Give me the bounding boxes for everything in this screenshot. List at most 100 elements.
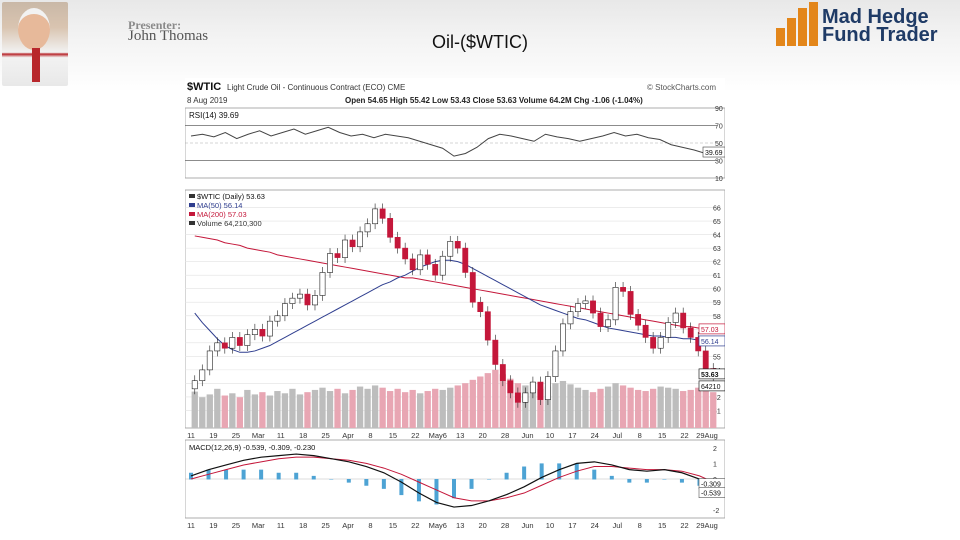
x-tick-label: 10 <box>546 521 554 530</box>
macd-histogram-bar <box>224 469 229 480</box>
volume-bar <box>281 393 289 428</box>
macd-line <box>190 453 718 508</box>
candle-body <box>537 381 544 400</box>
candle-body <box>334 253 341 258</box>
macd-histogram-bar <box>189 472 193 480</box>
presenter-head <box>18 8 50 50</box>
candle-body <box>560 323 566 352</box>
x-tick-label: 28 <box>501 521 509 530</box>
candle-body <box>402 247 409 260</box>
volume-bar <box>266 395 274 428</box>
x-tick-label: 18 <box>299 431 307 440</box>
candle-body <box>627 291 634 315</box>
volume-bar <box>221 395 228 428</box>
candle-body <box>672 312 679 323</box>
volume-bar <box>371 385 379 428</box>
volume-bar <box>364 388 371 428</box>
macd-histogram-bar <box>592 469 597 480</box>
volume-bar <box>649 388 657 428</box>
candle-body <box>304 293 311 306</box>
volume-bar <box>311 389 319 428</box>
volume-bar <box>695 387 702 428</box>
logo-line1: Mad Hedge <box>822 6 929 28</box>
macd-histogram-bar <box>364 479 369 486</box>
price-tick-label: 64 <box>713 233 721 240</box>
price-label: 64210 <box>701 384 721 391</box>
macd-histogram-bar <box>539 463 544 480</box>
macd-tick-label: 1 <box>713 461 717 468</box>
candle-body <box>236 337 243 346</box>
x-tick-label: 22 <box>680 521 688 530</box>
volume-bar <box>244 389 251 428</box>
chart-ohlc: Open 54.65 High 55.42 Low 53.43 Close 53… <box>345 96 643 105</box>
candle-body <box>214 342 221 352</box>
macd-label: -0.309 <box>701 482 721 489</box>
price-tick-label: 62 <box>713 260 721 267</box>
volume-bar <box>259 392 266 428</box>
candle-body <box>199 369 206 382</box>
candle-body <box>657 337 664 349</box>
volume-bar <box>484 373 491 428</box>
macd-legend: MACD(12,26,9) -0.539, -0.309, -0.230 <box>189 443 315 452</box>
price-legend-entry: Volume 64,210,300 <box>197 219 262 228</box>
price-label: 53.63 <box>701 372 719 379</box>
logo-line2: Fund Trader <box>822 24 938 46</box>
volume-bar <box>544 386 552 428</box>
volume-bar <box>672 388 679 428</box>
volume-bar <box>657 386 664 428</box>
x-tick-label: 8 <box>368 521 372 530</box>
volume-bar <box>409 389 416 428</box>
candle-body <box>514 392 521 403</box>
volume-bar <box>680 391 687 428</box>
volume-bar <box>462 383 469 428</box>
x-tick-label: 19 <box>209 431 217 440</box>
macd-histogram-bar <box>487 479 492 480</box>
brand-logo: Mad Hedge Fund Trader <box>822 6 938 46</box>
candle-body <box>417 254 424 271</box>
candle-body <box>297 293 303 299</box>
logo-bars-icon <box>776 2 820 46</box>
candle-body <box>281 303 288 317</box>
x-tick-label: 29Aug <box>696 431 718 440</box>
x-tick-label: 17 <box>568 521 576 530</box>
x-tick-label: 11 <box>187 431 195 440</box>
x-tick-label: 22 <box>680 431 688 440</box>
candle-body <box>484 311 491 341</box>
price-tick-label: 51 <box>713 408 721 415</box>
stock-chart: $WTIC Light Crude Oil - Continuous Contra… <box>159 81 726 530</box>
volume-bar <box>537 388 544 428</box>
x-tick-label: 10 <box>546 431 554 440</box>
price-label: 57.03 <box>701 327 719 334</box>
x-tick-label: 13 <box>456 521 464 530</box>
macd-histogram-bar <box>381 479 386 489</box>
candle-body <box>612 287 619 321</box>
volume-bar <box>206 394 213 428</box>
price-tick-label: 63 <box>713 246 721 253</box>
candle-body <box>507 380 514 394</box>
x-tick-label: May6 <box>429 521 447 530</box>
candle-body <box>597 312 604 327</box>
volume-bar <box>402 392 409 428</box>
macd-histogram-bar <box>609 475 614 480</box>
volume-bar <box>589 392 597 428</box>
candle-body <box>274 315 281 322</box>
volume-bar <box>356 386 364 428</box>
price-tick-label: 59 <box>713 300 721 307</box>
price-legend-entry: $WTIC (Daily) 53.63 <box>197 192 265 201</box>
volume-bar <box>394 388 401 428</box>
price-tick-label: 65 <box>713 219 721 226</box>
candle-body <box>312 295 318 306</box>
x-tick-label: Apr <box>342 521 354 530</box>
candle-body <box>469 272 476 303</box>
chart-date: 8 Aug 2019 <box>187 96 228 105</box>
candle-body <box>244 334 251 346</box>
x-tick-label: 29Aug <box>696 521 718 530</box>
candle-body <box>522 392 529 403</box>
macd-histogram-bar <box>346 479 351 483</box>
macd-histogram-bar <box>259 469 264 480</box>
candle-body <box>642 324 649 338</box>
volume-bar <box>417 393 424 428</box>
macd-histogram-bar <box>399 479 404 496</box>
x-tick-label: 20 <box>478 431 486 440</box>
candle-body <box>665 322 672 338</box>
